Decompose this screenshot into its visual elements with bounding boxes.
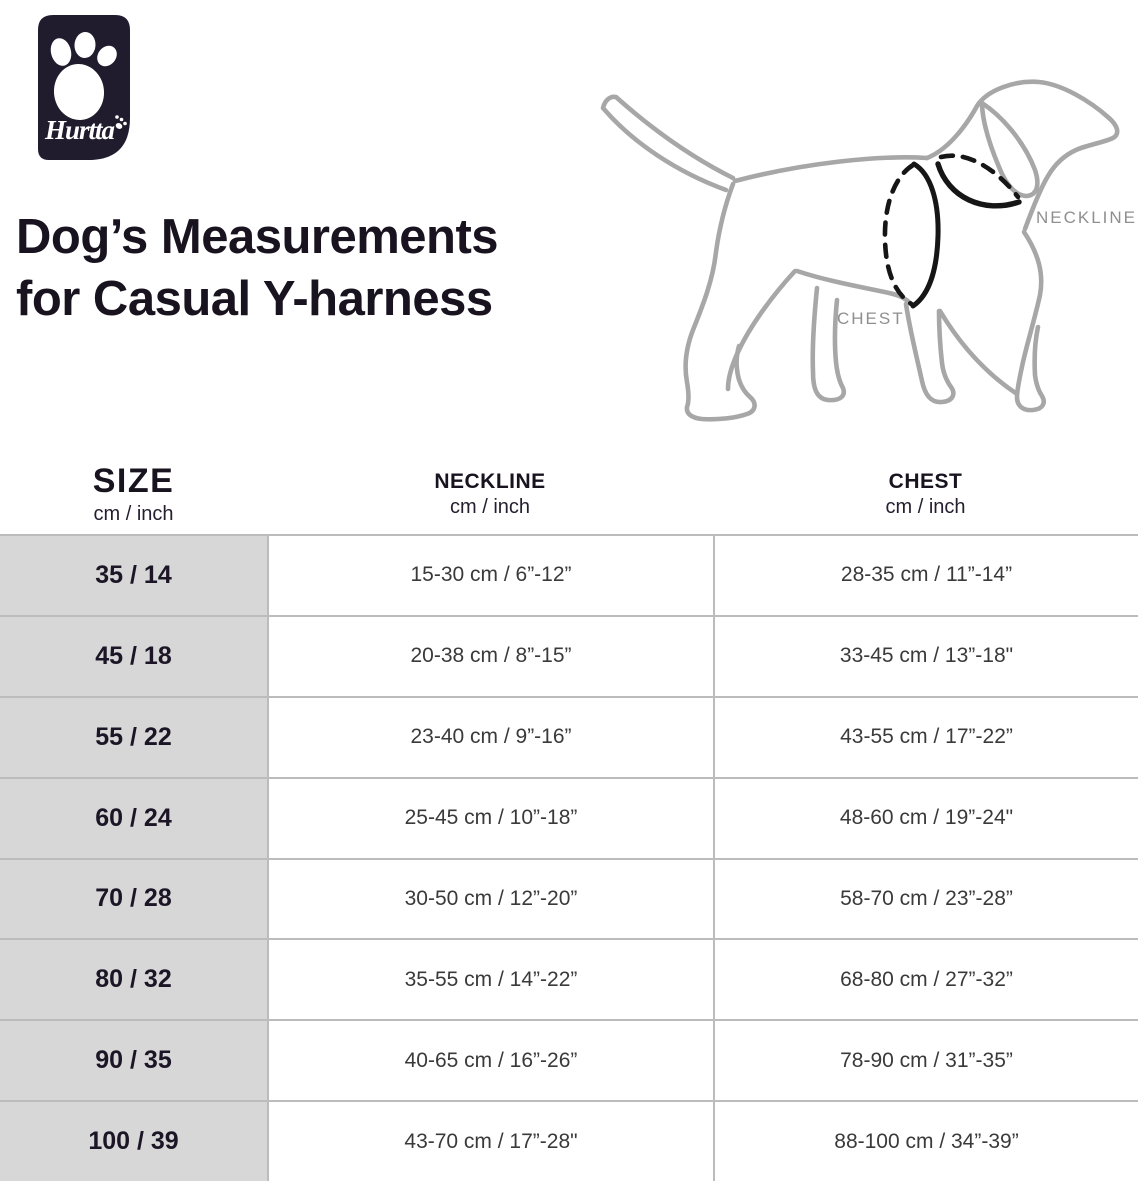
hurtta-logo-graphic: Hurtta: [38, 15, 130, 160]
table-row: 45 / 18 20-38 cm / 8”-15” 33-45 cm / 13”-1…: [0, 614, 1138, 696]
column-header-size-label: SIZE: [92, 462, 175, 500]
column-header-neckline-unit: cm / inch: [449, 495, 531, 518]
neckline-solid-line: [935, 161, 1022, 209]
chest-girth-dashed-line: [882, 162, 916, 308]
neckline-cell: 25-45 cm / 10”-18”: [267, 778, 713, 858]
neckline-cell: 20-38 cm / 8”-15”: [267, 616, 713, 696]
size-cell: 100 / 39: [0, 1102, 267, 1181]
table-header: SIZE cm / inch NECKLINE cm / inch CHEST …: [0, 454, 1138, 534]
neckline-cell: 43-70 cm / 17”-28": [267, 1102, 713, 1181]
hurtta-logo: Hurtta: [38, 15, 130, 160]
column-header-chest-unit: cm / inch: [885, 495, 966, 518]
neckline-cell: 15-30 cm / 6”-12”: [267, 536, 713, 615]
neckline-cell: 30-50 cm / 12”-20”: [267, 859, 713, 939]
chest-cell: 58-70 cm / 23”-28”: [713, 859, 1138, 939]
column-header-neckline-label: NECKLINE: [434, 469, 546, 493]
size-cell: 45 / 18: [0, 616, 267, 696]
column-header-neckline: NECKLINE cm / inch: [267, 454, 713, 534]
page-title-line1: Dog’s Measurements: [16, 210, 499, 264]
dog-measurement-diagram: NECKLINE CHEST: [569, 40, 1138, 460]
table-row: 55 / 22 23-40 cm / 9”-16” 43-55 cm / 17”-2…: [0, 695, 1138, 777]
chest-cell: 43-55 cm / 17”-22”: [713, 697, 1138, 777]
dog-outline: [600, 79, 1120, 422]
table-row: 90 / 35 40-65 cm / 16”-26” 78-90 cm / 31”-…: [0, 1019, 1138, 1101]
neckline-cell: 23-40 cm / 9”-16”: [267, 697, 713, 777]
chest-cell: 78-90 cm / 31”-35”: [713, 1021, 1138, 1101]
chest-cell: 68-80 cm / 27”-32”: [713, 940, 1138, 1020]
neckline-label: NECKLINE: [1036, 208, 1137, 227]
size-table: SIZE cm / inch NECKLINE cm / inch CHEST …: [0, 454, 1138, 1181]
page-title-line2: for Casual Y-harness: [16, 272, 493, 326]
table-row: 60 / 24 25-45 cm / 10”-18” 48-60 cm / 19”-…: [0, 776, 1138, 858]
chest-girth-solid-line: [910, 161, 941, 309]
table-row: 80 / 32 35-55 cm / 14”-22” 68-80 cm / 27”-…: [0, 938, 1138, 1020]
table-row: 100 / 39 43-70 cm / 17”-28" 88-100 cm / 34…: [0, 1100, 1138, 1181]
page-title: Dog’s Measurements for Casual Y-harness: [16, 206, 576, 330]
neckline-cell: 40-65 cm / 16”-26”: [267, 1021, 713, 1101]
logo-mini-paw-icon: [115, 115, 127, 129]
table-body: 35 / 14 15-30 cm / 6”-12” 28-35 cm / 11”-1…: [0, 534, 1138, 1181]
chest-cell: 88-100 cm / 34”-39”: [713, 1102, 1138, 1181]
neckline-dashed-line: [938, 153, 1021, 200]
chest-cell: 28-35 cm / 11”-14”: [713, 536, 1138, 615]
size-cell: 60 / 24: [0, 778, 267, 858]
column-header-size: SIZE cm / inch: [0, 454, 267, 534]
size-cell: 35 / 14: [0, 536, 267, 615]
table-row: 35 / 14 15-30 cm / 6”-12” 28-35 cm / 11”-1…: [0, 534, 1138, 615]
column-header-size-unit: cm / inch: [93, 503, 174, 525]
size-cell: 80 / 32: [0, 940, 267, 1020]
dog-outline-illustration: NECKLINE CHEST: [600, 79, 1137, 422]
table-row: 70 / 28 30-50 cm / 12”-20” 58-70 cm / 23”-…: [0, 857, 1138, 939]
chest-label: CHEST: [837, 309, 905, 328]
chest-cell: 48-60 cm / 19”-24": [713, 778, 1138, 858]
logo-wordmark: Hurtta: [44, 115, 115, 145]
size-cell: 70 / 28: [0, 859, 267, 939]
size-cell: 55 / 22: [0, 697, 267, 777]
neckline-cell: 35-55 cm / 14”-22”: [267, 940, 713, 1020]
chest-cell: 33-45 cm / 13”-18": [713, 616, 1138, 696]
size-cell: 90 / 35: [0, 1021, 267, 1101]
column-header-chest: CHEST cm / inch: [713, 454, 1138, 534]
column-header-chest-label: CHEST: [888, 469, 963, 493]
paw-icon: [50, 32, 117, 120]
harness-measurement-lines: [882, 153, 1022, 309]
